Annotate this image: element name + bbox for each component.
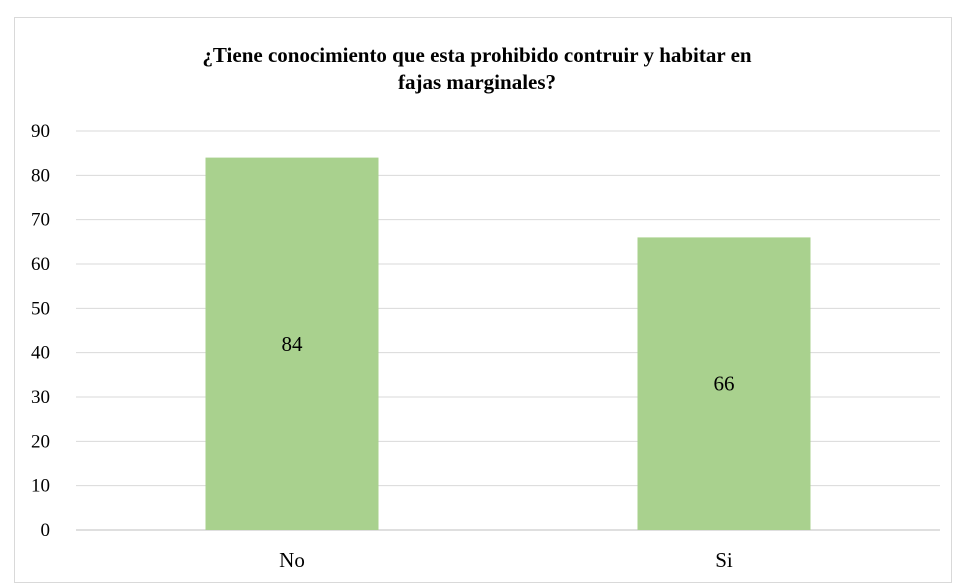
bar <box>637 237 811 530</box>
data-label: 84 <box>282 332 304 356</box>
y-tick-label: 30 <box>31 387 50 408</box>
x-tick-label: No <box>279 548 305 572</box>
y-tick-label: 50 <box>31 298 50 319</box>
x-tick-label: Si <box>715 548 733 572</box>
data-label: 66 <box>714 372 735 396</box>
chart-title-line-2: fajas marginales? <box>397 70 557 94</box>
chart-title-line-1: ¿Tiene conocimiento que esta prohibido c… <box>202 43 752 67</box>
y-tick-label: 0 <box>41 520 51 541</box>
y-tick-label: 20 <box>31 431 50 452</box>
y-tick-label: 10 <box>31 476 50 497</box>
chart-title: ¿Tiene conocimiento que esta prohibido c… <box>0 42 954 96</box>
y-tick-label: 60 <box>31 254 50 275</box>
y-tick-label: 70 <box>31 210 50 231</box>
bar <box>205 157 379 530</box>
y-tick-label: 40 <box>31 343 50 364</box>
y-tick-label: 90 <box>31 121 50 142</box>
y-tick-label: 80 <box>31 165 50 186</box>
